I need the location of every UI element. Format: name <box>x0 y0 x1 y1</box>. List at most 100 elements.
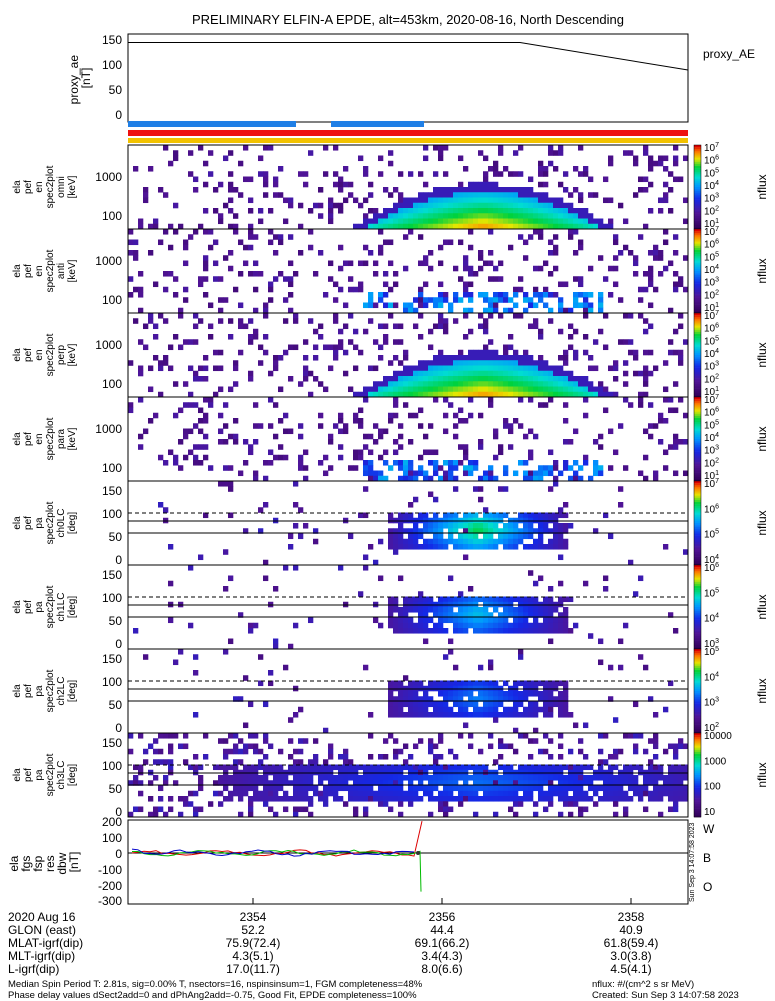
heatmap-cell <box>508 544 514 550</box>
colorbar-segment <box>694 548 701 551</box>
heatmap-cell <box>553 533 559 540</box>
heatmap-cell <box>478 323 484 330</box>
heatmap-cell <box>418 544 424 550</box>
heatmap-cell <box>493 596 499 603</box>
colorbar-segment <box>694 157 701 160</box>
heatmap-cell <box>223 255 229 261</box>
heatmap-cell <box>533 470 539 477</box>
heatmap-cell <box>553 622 559 629</box>
heatmap-cell <box>333 281 339 288</box>
heatmap-cell <box>488 370 494 377</box>
heatmap-cell <box>483 470 489 477</box>
colorbar-segment <box>694 231 701 234</box>
heatmap-cell <box>438 475 444 482</box>
heatmap-cell <box>193 339 199 345</box>
heatmap-cell <box>418 512 424 519</box>
heatmap-cell <box>558 733 564 739</box>
colorbar-label: nflux <box>755 594 769 619</box>
heatmap-cell <box>338 565 344 571</box>
heatmap-cell <box>668 796 674 802</box>
panel-ylabel-line: spec2plot <box>45 669 56 712</box>
heatmap-cell <box>463 528 469 534</box>
heatmap-cell <box>338 796 344 802</box>
heatmap-cell <box>223 764 229 771</box>
heatmap-cell <box>203 229 209 235</box>
heatmap-cell <box>438 381 444 387</box>
heatmap-cell <box>558 612 564 618</box>
heatmap-cell <box>503 292 509 298</box>
heatmap-cell <box>568 386 574 393</box>
heatmap-cell <box>423 376 429 382</box>
heatmap-cell <box>288 276 294 282</box>
heatmap-cell <box>563 418 569 424</box>
heatmap-cell <box>463 386 469 393</box>
heatmap-cell <box>553 202 559 209</box>
colorbar-tick-base: 10 <box>704 278 716 289</box>
heatmap-cell <box>408 376 414 382</box>
colorbar-segment <box>694 195 701 198</box>
heatmap-cell <box>323 344 329 351</box>
heatmap-cell <box>148 250 154 256</box>
heatmap-cell <box>668 806 674 813</box>
heatmap-cell <box>563 523 569 529</box>
heatmap-cell <box>418 780 424 786</box>
colorbar-tick-exp: 6 <box>715 239 719 246</box>
heatmap-cell <box>263 307 269 314</box>
heatmap-cell <box>583 223 589 230</box>
heatmap-cell <box>548 691 554 697</box>
heatmap-cell <box>138 433 144 440</box>
colorbar-segment <box>694 352 701 356</box>
heatmap-cell <box>493 218 499 225</box>
heatmap-cell <box>453 318 459 324</box>
panel-ylabel-line: [keV] <box>67 343 78 366</box>
heatmap-cell <box>478 617 484 624</box>
heatmap-cell <box>258 507 264 513</box>
heatmap-cell <box>453 381 459 387</box>
colorbar-segment <box>694 583 701 587</box>
fgm-lines <box>131 820 423 892</box>
heatmap-cell <box>373 470 379 477</box>
heatmap-cell <box>578 764 584 771</box>
heatmap-cell <box>413 223 419 230</box>
colorbar-tick: 101 <box>704 386 719 398</box>
heatmap-cell <box>523 785 529 792</box>
heatmap-cell <box>393 402 399 408</box>
heatmap-cell <box>453 754 459 760</box>
heatmap-cell <box>683 255 689 261</box>
heatmap-cell <box>373 365 379 372</box>
heatmap-cell <box>463 360 469 366</box>
heatmap-cell <box>453 796 459 802</box>
heatmap-cell <box>503 523 509 529</box>
heatmap-cell <box>248 806 254 813</box>
colorbar-segment <box>694 285 701 289</box>
heatmap-cell <box>568 223 574 230</box>
heatmap-cell <box>283 806 289 813</box>
heatmap-cell <box>453 691 459 697</box>
heatmap-cell <box>323 785 329 792</box>
heatmap-cell <box>393 785 399 792</box>
heatmap-cell <box>508 775 514 781</box>
heatmap-cell <box>538 512 544 519</box>
heatmap-cell <box>553 197 559 204</box>
heatmap-cell <box>503 307 509 314</box>
heatmap-cell <box>168 160 174 167</box>
heatmap-cell <box>353 780 359 786</box>
heatmap-cell <box>483 176 489 183</box>
heatmap-cell <box>153 334 159 340</box>
heatmap-cell <box>458 460 464 466</box>
heatmap-cell <box>543 218 549 225</box>
heatmap-cell <box>548 250 554 256</box>
heatmap-cell <box>543 748 549 755</box>
heatmap-cell <box>473 391 479 398</box>
heatmap-cell <box>588 365 594 372</box>
heatmap-cell <box>448 381 454 387</box>
heatmap-cell <box>403 355 409 361</box>
heatmap-cell <box>273 780 279 786</box>
heatmap-cell <box>198 407 204 414</box>
heatmap-cell <box>468 328 474 335</box>
colorbar-segment <box>694 327 701 331</box>
heatmap-cell <box>503 344 509 351</box>
heatmap-cell <box>618 486 624 492</box>
heatmap-cell <box>528 470 534 477</box>
